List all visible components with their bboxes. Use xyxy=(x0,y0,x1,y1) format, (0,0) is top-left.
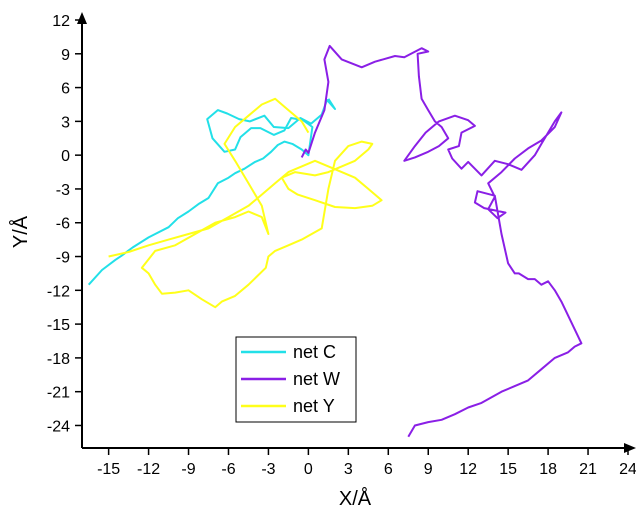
plot-area xyxy=(87,44,583,438)
x-tick-label: -6 xyxy=(221,461,235,478)
series-layer xyxy=(87,44,583,438)
y-tick-label: -9 xyxy=(56,250,70,267)
x-tick-label: -9 xyxy=(181,461,195,478)
y-tick-label: -21 xyxy=(47,385,70,402)
y-ticks: 12 9 6 3 0 -3 -6 -9 -12 -15 -18 -21 -24 xyxy=(47,13,82,435)
x-tick-label: 18 xyxy=(539,461,557,478)
x-tick-label: 21 xyxy=(579,461,597,478)
x-tick-label: 3 xyxy=(344,461,353,478)
legend-label-net-y: net Y xyxy=(293,396,335,416)
x-tick-label: 0 xyxy=(304,461,313,478)
axes: -15 -12 -9 -6 -3 0 3 6 9 12 15 18 21 24 129630-3-6-9-… xyxy=(9,12,636,510)
series-line-net-c xyxy=(87,98,336,286)
x-tick-label: 12 xyxy=(459,461,477,478)
x-tick-label: 9 xyxy=(424,461,433,478)
y-axis-title: Y/Å xyxy=(9,215,32,248)
y-tick-label: -6 xyxy=(56,216,70,233)
x-tick-label: 24 xyxy=(619,461,636,478)
y-tick-label: 3 xyxy=(61,114,70,131)
x-tick-label: 15 xyxy=(499,461,517,478)
legend-label-net-w: net W xyxy=(293,369,340,389)
x-tick-label: -15 xyxy=(97,461,120,478)
x-tick-label: -12 xyxy=(137,461,160,478)
legend: net C net W net Y xyxy=(235,336,357,423)
y-tick-label: 0 xyxy=(61,148,70,165)
x-tick-label: 6 xyxy=(384,461,393,478)
y-tick-label: -15 xyxy=(47,317,70,334)
y-tick-label: 6 xyxy=(61,81,70,98)
y-tick-label: -24 xyxy=(47,418,70,435)
y-tick-label: -3 xyxy=(56,182,70,199)
series-line-net-w xyxy=(300,44,583,438)
x-ticks: -15 -12 -9 -6 -3 0 3 6 9 12 15 18 21 24 xyxy=(97,448,636,478)
x-tick-label: -3 xyxy=(261,461,275,478)
x-axis-arrow xyxy=(624,443,636,453)
legend-label-net-c: net C xyxy=(293,342,336,362)
y-tick-label: -18 xyxy=(47,351,70,368)
x-axis-title: X/Å xyxy=(339,487,372,510)
y-axis-arrow xyxy=(77,12,87,24)
y-tick-label: -12 xyxy=(47,283,70,300)
y-tick-label: 12 xyxy=(52,13,70,30)
series-line-net-y xyxy=(108,97,383,309)
y-tick-label: 9 xyxy=(61,47,70,64)
